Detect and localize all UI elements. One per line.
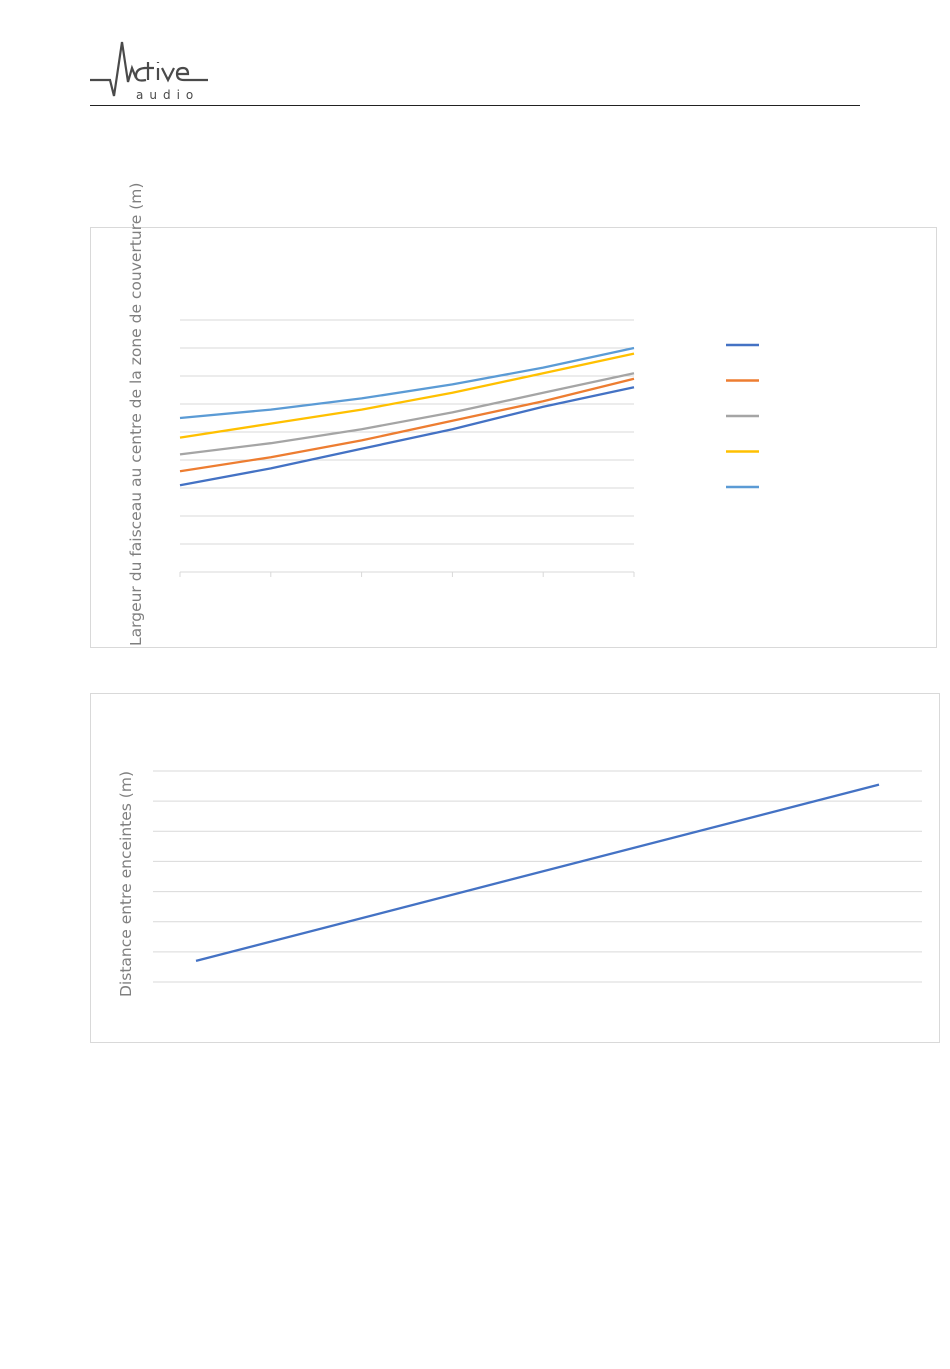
series-line	[195, 783, 880, 963]
series-line	[179, 352, 635, 439]
logo-subtitle: audio	[136, 88, 200, 102]
series-line	[179, 377, 635, 473]
header-divider	[90, 105, 860, 106]
speaker-distance-plot	[153, 770, 922, 983]
y-axis-label: Largeur du faisceau au centre de la zone…	[127, 182, 145, 646]
y-axis-label: Distance entre enceintes (m)	[117, 771, 135, 997]
series-line	[179, 346, 635, 420]
beam-width-plot	[179, 319, 759, 577]
logo-waveform-icon	[90, 41, 208, 97]
beam-width-chart: Largeur du faisceau au centre de la zone…	[90, 182, 937, 648]
series-line	[179, 372, 635, 456]
speaker-distance-chart: Distance entre enceintes (m)	[90, 693, 940, 1043]
series-line	[179, 386, 635, 487]
logo	[88, 38, 218, 102]
